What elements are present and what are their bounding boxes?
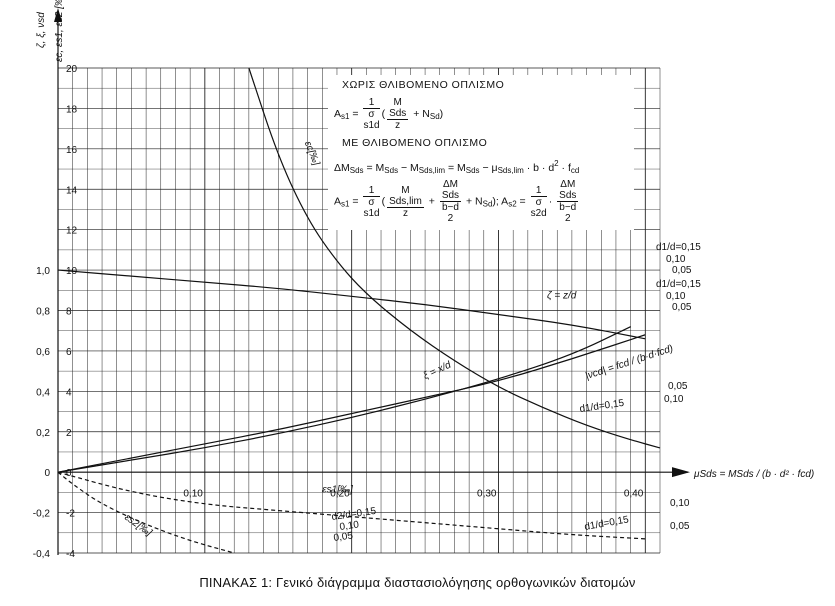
series-line (57, 471, 235, 554)
annot-d1-010-low: 0,10 (664, 394, 684, 405)
label-es2: εs2[‰] (122, 512, 153, 539)
annot-d1-010-top: 0,10 (666, 254, 686, 265)
series-line (57, 471, 646, 540)
y-right-tick-label: 4 (66, 387, 72, 398)
y-axis-arrow (54, 8, 62, 22)
with-compression-title: ΜΕ ΘΛΙΒΟΜΕΝΟ ΟΠΛΙΣΜΟ (342, 137, 488, 149)
y-left-tick-label: -0,4 (33, 549, 51, 560)
label-xi: ξ = x/d (422, 359, 454, 381)
label-es1: εs1[‰] (322, 484, 353, 495)
label-zeta: ζ = z/d (547, 290, 577, 301)
y-right-tick-label: 12 (66, 226, 78, 237)
y-left-tick-label: 0,8 (36, 307, 50, 318)
y-right-tick-label: 16 (66, 145, 78, 156)
formula-delta-m: ΔMSds = MSds − MSds,lim = MSds − μSds,li… (334, 159, 580, 175)
series-line (57, 269, 646, 340)
y-left-tick-label: 0,2 (36, 428, 50, 439)
series-line (248, 67, 661, 449)
y-right-tick-label: 2 (66, 428, 72, 439)
label-nu: |νcd| = fcd / (b·d·fcd) (584, 343, 675, 382)
formula-as1-simple: As1 = 1 σ s1d(M Sds z + NSd) (334, 97, 444, 131)
series-line (57, 326, 631, 473)
y-right-tick-label: 18 (66, 104, 78, 115)
figure-caption: ΠΙΝΑΚΑΣ 1: Γενικό διάγραμμα διαστασιολόγ… (199, 575, 636, 590)
y-right-tick-label: 0 (66, 468, 72, 479)
y-left-tick-label: 0,4 (36, 387, 50, 398)
annot-d2-010: 0,10 (339, 519, 360, 533)
y-right-tick-label: 8 (66, 307, 72, 318)
series-line (57, 334, 646, 473)
y-right-tick-label: -2 (66, 509, 75, 520)
formula-box: ΧΩΡΙΣ ΘΛΙΒΟΜΕΝΟ ΟΠΛΙΣΜΟ As1 = 1 σ s1d(M Sds… (328, 75, 634, 230)
annot-d1-005-mid: 0,05 (672, 302, 692, 313)
y-left-tick-label: -0,2 (33, 509, 51, 520)
x-tick-label: 0,10 (183, 488, 203, 499)
annot-d1-015-mid: d1/d=0,15 (656, 279, 701, 290)
label-ec: εc[‰] (302, 140, 322, 167)
annot-d1-005-low: 0,05 (668, 381, 688, 392)
annot-d1-015-top: d1/d=0,15 (656, 242, 701, 253)
y-left-tick-label: 0 (44, 468, 50, 479)
formula-as1-as2: As1 = 1 σ s1d(M Sds,lim z + ΔM Sds b−d 2 + NSd)… (334, 179, 579, 224)
y-left-tick-label: 1,0 (36, 266, 50, 277)
annot-d1-005-top: 0,05 (672, 265, 692, 276)
x-axis-label: μSds = MSds / (b · d² · fcd) (693, 469, 814, 480)
x-tick-label: 0,30 (477, 488, 497, 499)
annot-d1-010-bot: 0,10 (670, 498, 690, 509)
y-right-tick-label: -4 (66, 549, 75, 560)
annot-d1-015-low: d1/d=0,15 (579, 398, 625, 415)
annot-d2-005: 0,05 (333, 530, 354, 544)
y-axis-right-label: εc, εs1, εs2 [‰] (54, 0, 65, 62)
annot-d1-005-bot: 0,05 (670, 521, 690, 532)
y-right-tick-label: 6 (66, 347, 72, 358)
x-tick-label: 0,40 (624, 488, 644, 499)
y-right-tick-label: 20 (66, 64, 78, 75)
x-axis-arrow (672, 467, 690, 478)
y-axis-label: ζ, ξ, νsd (36, 12, 47, 48)
annot-d1-015-bot: d1/d=0,15 (584, 514, 630, 533)
annot-d1-010-mid: 0,10 (666, 291, 686, 302)
y-left-tick-label: 0,6 (36, 347, 50, 358)
y-right-tick-label: 14 (66, 185, 78, 196)
no-compression-title: ΧΩΡΙΣ ΘΛΙΒΟΜΕΝΟ ΟΠΛΙΣΜΟ (342, 79, 505, 91)
x-tick-label: 0,20 (330, 488, 350, 499)
